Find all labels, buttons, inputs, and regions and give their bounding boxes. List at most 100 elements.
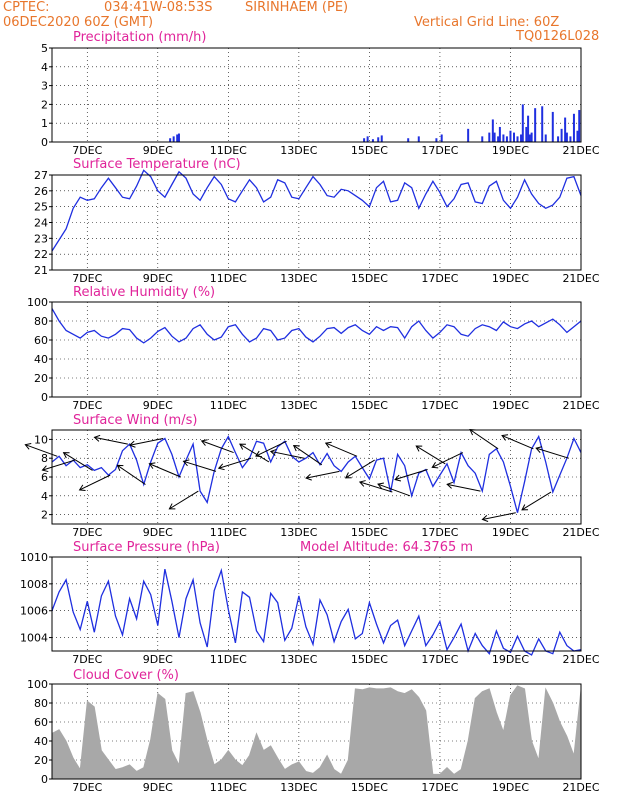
wind-arrow: [293, 445, 323, 466]
wind-arrow-head: [116, 464, 124, 471]
panel-5-x-tick-label: 13DEC: [280, 653, 317, 666]
panel-4-y-tick-label: 6: [41, 471, 48, 484]
panel-4-series-line: [51, 434, 582, 513]
precip-bar: [527, 115, 530, 142]
panel-2-y-tick-label: 26: [34, 185, 48, 198]
panel-6-x-tick-label: 19DEC: [492, 781, 529, 794]
header-run: 06DEC2020 60Z (GMT): [3, 15, 153, 30]
wind-arrow: [432, 452, 464, 468]
panel-5-y-tick-label: 1010: [20, 551, 48, 564]
panel-3-y-tick-label: 80: [34, 315, 48, 328]
panel-3-x-tick-label: 19DEC: [492, 399, 529, 412]
panel-3-x-tick-label: 9DEC: [143, 399, 173, 412]
panel-2-y-tick-label: 21: [34, 264, 48, 277]
wind-arrow-head: [41, 465, 49, 473]
panel-4-y-tick-label: 2: [41, 509, 48, 522]
wind-arrow-head: [269, 448, 277, 456]
wind-arrow-head: [217, 463, 225, 471]
panel-3-x-tick-label: 13DEC: [280, 399, 317, 412]
panel-4-y-tick-label: 4: [41, 490, 48, 503]
wind-arrow-head: [168, 503, 176, 510]
panel-2-frame: [51, 174, 582, 271]
precip-bar: [572, 113, 575, 142]
panel-1-x-tick-label: 11DEC: [210, 144, 247, 157]
wind-arrow-head: [377, 482, 385, 490]
panel-2-title: Surface Temperature (nC): [73, 157, 241, 172]
chart-panels: 7DEC 9DEC 11DEC 13DEC 15DEC 17DEC 19DEC 21DEC 0 1…: [20, 42, 600, 794]
precip-bar: [435, 138, 438, 142]
panel-3-series-line: [51, 308, 582, 344]
wind-arrow: [117, 464, 146, 485]
wind-arrow: [201, 440, 234, 454]
wind-arrow-head: [501, 434, 509, 441]
panel-6-y-tick-label: 100: [27, 678, 48, 691]
precip-bar: [505, 136, 508, 142]
precip-bar: [440, 134, 443, 142]
panel-3-y-tick-label: 60: [34, 334, 48, 347]
panel-5-x-tick-label: 11DEC: [210, 653, 247, 666]
wind-arrow: [306, 470, 340, 479]
wind-arrow-head: [24, 443, 32, 450]
wind-arrow: [270, 450, 305, 459]
panel-5-x-tick-label: 7DEC: [72, 653, 102, 666]
wind-arrow: [469, 429, 499, 450]
header-location: SIRINHAEM (PE): [245, 0, 348, 15]
panel-4-x-tick-label: 7DEC: [72, 526, 102, 539]
precip-bar: [528, 134, 531, 142]
panel-6-y-tick-label: 0: [41, 773, 48, 786]
precip-bar: [467, 128, 470, 142]
panel-4-x-tick-label: 13DEC: [280, 526, 317, 539]
precip-bar: [176, 134, 179, 142]
panel-2-y-tick-label: 27: [34, 169, 48, 182]
panel-6-x-tick-label: 15DEC: [351, 781, 388, 794]
panel-2-x-tick-label: 15DEC: [351, 272, 388, 285]
panel-4-x-tick-label: 11DEC: [210, 526, 247, 539]
panel-4-frame: [51, 429, 582, 525]
header-source: CPTEC:: [3, 0, 50, 15]
panel-6-x-tick-label: 21DEC: [562, 781, 599, 794]
wind-arrow-head: [481, 515, 489, 522]
panel-3-x-tick-label: 21DEC: [562, 399, 599, 412]
wind-arrow: [415, 445, 446, 465]
panel-1-y-tick-label: 2: [41, 98, 48, 111]
wind-arrow: [129, 437, 164, 446]
panel-6-y-tick-label: 80: [34, 697, 48, 710]
header-coords: 034:41W-08:53S: [104, 0, 212, 15]
panel-6-x-tick-label: 17DEC: [421, 781, 458, 794]
wind-arrow: [94, 436, 128, 445]
wind-arrow-head: [182, 459, 190, 467]
panel-5-y-tick-label: 1004: [20, 632, 48, 645]
wind-arrow-head: [446, 481, 453, 489]
precip-bar: [481, 136, 484, 142]
panel-3-x-tick-label: 15DEC: [351, 399, 388, 412]
panel-3-title: Relative Humidity (%): [73, 285, 215, 300]
wind-arrow: [255, 440, 287, 457]
panel-1-y-tick-label: 4: [41, 61, 48, 74]
wind-arrow: [42, 459, 76, 471]
precip-bar: [497, 136, 500, 142]
precip-bar: [177, 133, 180, 142]
panel-2-x-tick-label: 11DEC: [210, 272, 247, 285]
panel-3-x-tick-label: 11DEC: [210, 399, 247, 412]
precip-bar: [520, 134, 523, 142]
wind-arrow: [447, 483, 481, 492]
panel-3-x-tick-label: 7DEC: [72, 399, 102, 412]
panel-1-x-tick-label: 17DEC: [421, 144, 458, 157]
precip-bar: [363, 138, 366, 142]
panel-2-x-tick-label: 9DEC: [143, 272, 173, 285]
precip-bar: [544, 134, 547, 142]
wind-arrow: [501, 435, 534, 450]
wind-arrow-head: [239, 443, 246, 450]
panel-6-title: Cloud Cover (%): [73, 668, 179, 683]
precip-bar: [502, 134, 505, 142]
wind-arrow-head: [200, 439, 208, 446]
precip-bar: [493, 132, 496, 142]
panel-6-frame: [51, 683, 582, 780]
panel-4-x-tick-label: 19DEC: [492, 526, 529, 539]
panel-1-x-tick-label: 21DEC: [562, 144, 599, 157]
wind-arrow: [521, 491, 552, 511]
wind-arrow: [482, 512, 516, 520]
panel-6-x-tick-label: 13DEC: [280, 781, 317, 794]
panel-4-x-tick-label: 9DEC: [143, 526, 173, 539]
